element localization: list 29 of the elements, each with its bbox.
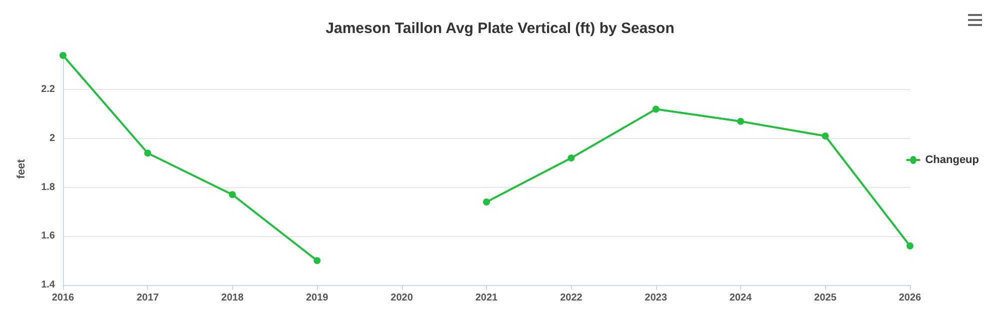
x-tick-label: 2022 (560, 292, 583, 304)
point (906, 242, 914, 250)
point (483, 198, 490, 206)
x-tick-label: 2026 (898, 292, 922, 304)
y-tick-label: 2 (49, 132, 56, 144)
x-tick-label: 2020 (390, 292, 414, 304)
y-tick-label: 1.8 (41, 182, 56, 193)
x-tick-label: 2025 (814, 292, 837, 304)
point (60, 52, 66, 59)
y-tick-label: 1.6 (41, 230, 56, 242)
y-axis-title: feet (16, 158, 28, 179)
y-tick-label: 2.2 (41, 84, 56, 96)
x-tick-label: 2021 (475, 292, 498, 304)
point (822, 132, 829, 140)
x-tick-label: 2018 (221, 292, 244, 304)
point (737, 118, 744, 125)
point (652, 106, 660, 113)
x-tick-label: 2023 (644, 292, 668, 304)
y-tick-label: 1.4 (41, 280, 56, 290)
legend-label: Changeup (925, 154, 980, 166)
point (144, 150, 152, 157)
x-tick-label: 2017 (136, 292, 160, 304)
point (314, 257, 321, 264)
chart-title: Jameson Taillon Avg Plate Vertical (ft) by Season (326, 20, 674, 37)
x-tick-label: 2024 (729, 292, 752, 304)
point (228, 191, 236, 198)
point (568, 154, 575, 162)
x-tick-label: 2019 (306, 292, 329, 304)
x-tick-label: 2016 (52, 292, 75, 304)
